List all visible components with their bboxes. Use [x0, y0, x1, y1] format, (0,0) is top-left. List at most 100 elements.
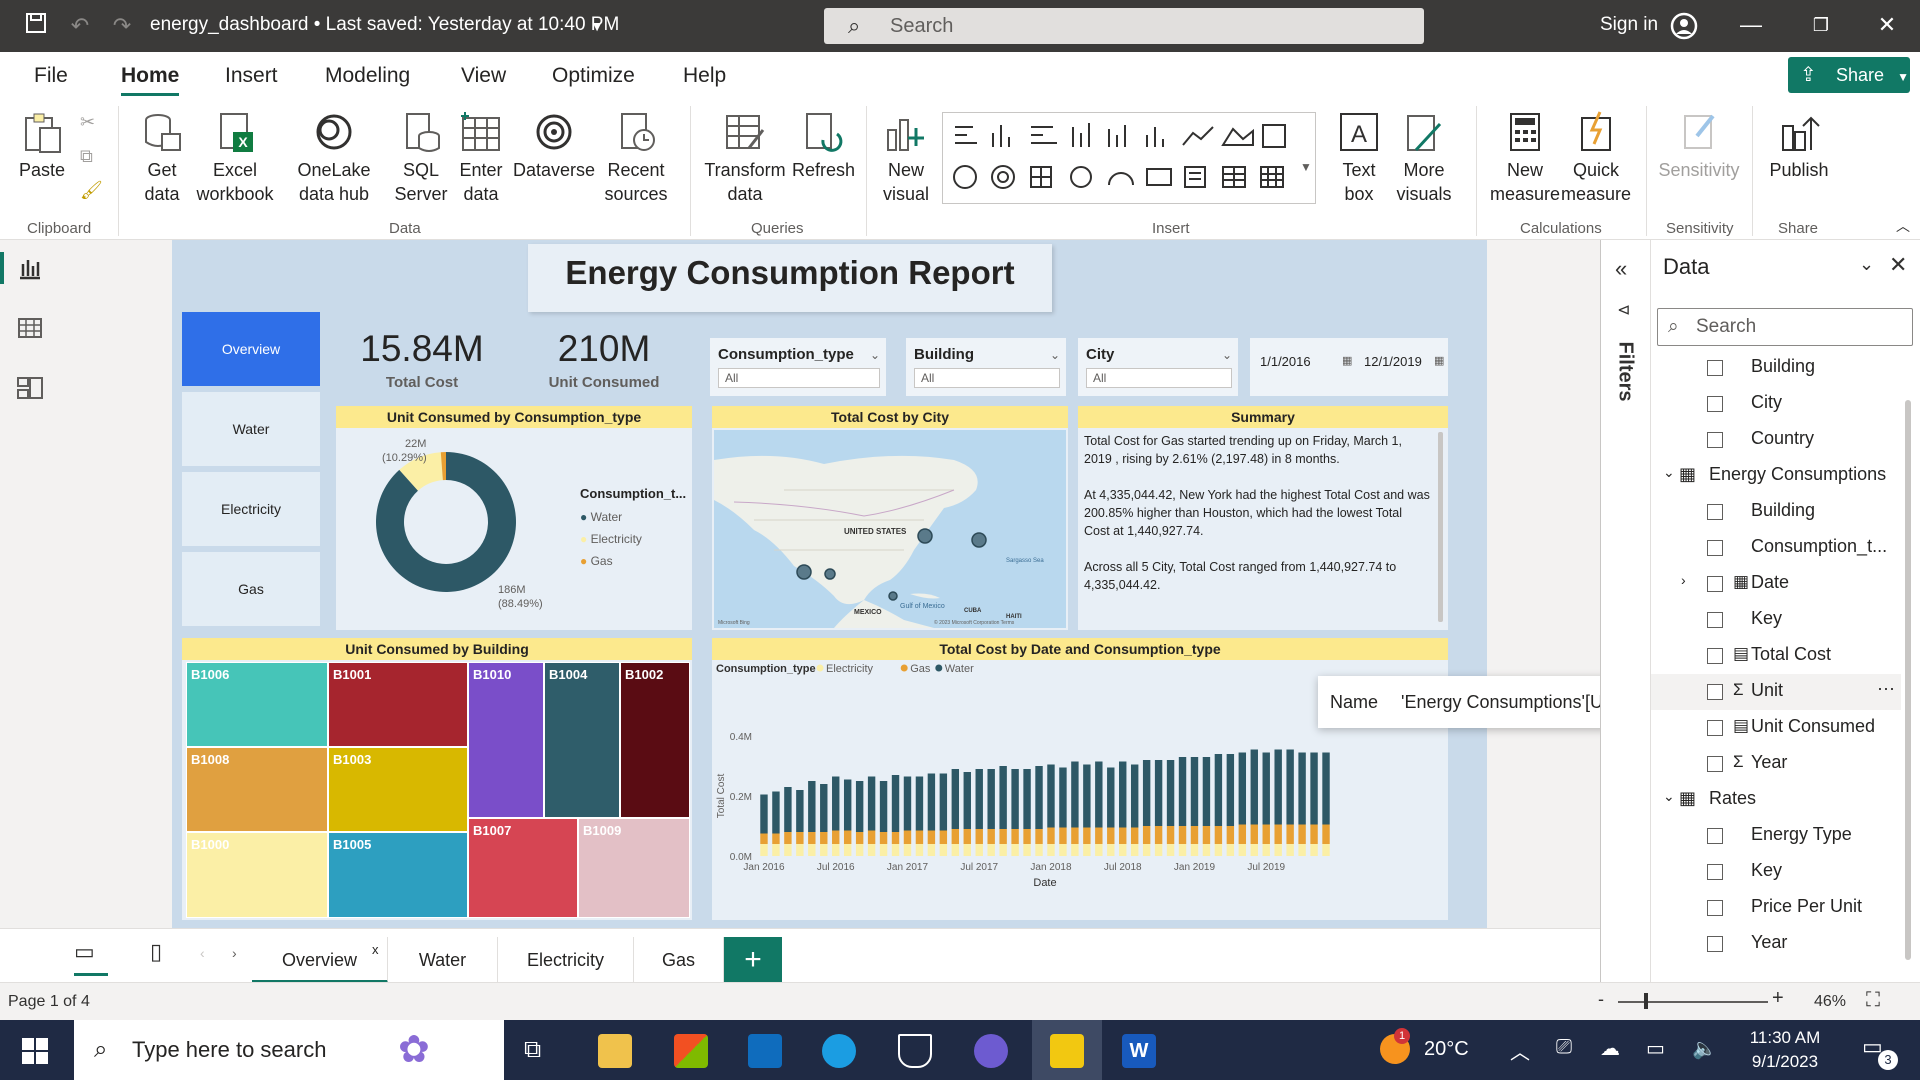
bar-segment-gas[interactable]: [784, 832, 792, 844]
paste-button[interactable]: Paste: [14, 110, 70, 182]
nav-gas-button[interactable]: Gas: [182, 552, 320, 626]
field-checkbox[interactable]: [1707, 540, 1723, 556]
bar-segment-water[interactable]: [891, 775, 900, 832]
bar-segment-water[interactable]: [999, 766, 1007, 829]
field-list-item[interactable]: Price Per Unit: [1651, 890, 1901, 926]
bar-segment-water[interactable]: [1166, 760, 1175, 826]
bar-segment-electricity[interactable]: [1322, 844, 1330, 856]
document-title[interactable]: energy_dashboard • Last saved: Yesterday…: [150, 14, 620, 35]
slicer-building[interactable]: Building ⌄ All: [906, 338, 1066, 396]
slicer-dropdown[interactable]: All: [1086, 368, 1232, 388]
clock-time[interactable]: 11:30 AM: [1749, 1028, 1821, 1047]
bar-segment-water[interactable]: [879, 781, 888, 832]
chevron-up-icon[interactable]: ︿: [1510, 1042, 1530, 1064]
bar-segment-gas[interactable]: [1286, 824, 1294, 845]
bar-segment-gas[interactable]: [1310, 824, 1318, 845]
bar-segment-water[interactable]: [1107, 767, 1115, 828]
bar-segment-gas[interactable]: [1059, 827, 1067, 845]
word-icon[interactable]: W: [1122, 1034, 1156, 1068]
zoom-slider-thumb[interactable]: [1644, 993, 1648, 1009]
bar-segment-electricity[interactable]: [1250, 844, 1258, 856]
field-list-item[interactable]: Year: [1651, 926, 1901, 962]
donut-slice-gas[interactable]: [440, 452, 446, 481]
minimize-button[interactable]: —: [1740, 12, 1762, 37]
bar-segment-water[interactable]: [1142, 760, 1151, 826]
close-button[interactable]: ✕: [1877, 12, 1897, 37]
bar-segment-electricity[interactable]: [999, 844, 1007, 856]
temperature[interactable]: 20°C: [1424, 1038, 1469, 1060]
field-checkbox[interactable]: [1707, 720, 1723, 736]
bar-segment-water[interactable]: [1119, 761, 1127, 828]
bar-segment-electricity[interactable]: [1107, 844, 1115, 856]
bar-segment-gas[interactable]: [1095, 827, 1103, 845]
bar-segment-electricity[interactable]: [1190, 844, 1199, 856]
bar-segment-water[interactable]: [903, 776, 912, 831]
bar-segment-electricity[interactable]: [1238, 844, 1247, 856]
bar-segment-gas[interactable]: [1250, 824, 1258, 845]
legend-item[interactable]: ● Gas: [580, 550, 642, 572]
bar-segment-water[interactable]: [832, 776, 840, 831]
field-checkbox[interactable]: [1707, 756, 1723, 772]
collapse-ribbon-icon[interactable]: ︿: [1896, 218, 1910, 234]
bar-segment-gas[interactable]: [1178, 826, 1187, 844]
bar-segment-gas[interactable]: [1202, 826, 1211, 844]
bar-segment-gas[interactable]: [1047, 827, 1055, 845]
enter-data-button[interactable]: Enter data: [452, 110, 510, 206]
field-list-item[interactable]: Σ Unit ···: [1651, 674, 1901, 710]
field-checkbox[interactable]: [1707, 396, 1723, 412]
nav-electricity-button[interactable]: Electricity: [182, 472, 320, 546]
bar-segment-electricity[interactable]: [915, 844, 924, 856]
treemap-cell[interactable]: B1004: [544, 662, 620, 818]
menu-file[interactable]: File: [34, 64, 68, 87]
bar-segment-electricity[interactable]: [927, 844, 936, 856]
field-list-table[interactable]: ⌄ ▦ Energy Consumptions: [1651, 458, 1901, 494]
bar-segment-water[interactable]: [855, 781, 864, 832]
bar-segment-water[interactable]: [1178, 757, 1187, 826]
legend-item[interactable]: ● Electricity: [580, 528, 642, 550]
treemap-cell[interactable]: B1000: [186, 832, 328, 918]
field-checkbox[interactable]: [1707, 432, 1723, 448]
treemap-cell[interactable]: B1008: [186, 747, 328, 832]
bar-segment-gas[interactable]: [1190, 826, 1199, 844]
field-checkbox[interactable]: [1707, 360, 1723, 376]
bar-segment-water[interactable]: [1023, 769, 1031, 829]
bar-segment-electricity[interactable]: [1262, 844, 1270, 856]
bar-segment-electricity[interactable]: [1059, 844, 1067, 856]
report-view-icon[interactable]: [16, 254, 44, 282]
bar-segment-water[interactable]: [975, 769, 983, 829]
bar-segment-electricity[interactable]: [867, 844, 876, 856]
bar-segment-electricity[interactable]: [1298, 844, 1306, 856]
add-page-button[interactable]: +: [724, 937, 782, 983]
chevron-right-icon[interactable]: ›: [1681, 572, 1686, 588]
bar-segment-water[interactable]: [1011, 769, 1019, 829]
bar-segment-electricity[interactable]: [975, 844, 983, 856]
bar-segment-gas[interactable]: [1214, 826, 1223, 844]
bar-segment-electricity[interactable]: [987, 844, 995, 856]
sign-in-link[interactable]: Sign in: [1600, 14, 1659, 35]
bar-segment-water[interactable]: [1071, 761, 1079, 828]
bar-segment-electricity[interactable]: [772, 844, 780, 856]
bar-segment-electricity[interactable]: [832, 844, 840, 856]
filters-pane[interactable]: « ⊲ Filters: [1600, 240, 1650, 982]
bar-segment-water[interactable]: [843, 779, 852, 831]
bar-segment-gas[interactable]: [808, 832, 816, 844]
bar-segment-electricity[interactable]: [1154, 844, 1163, 856]
field-list-item[interactable]: ▤ Unit Consumed: [1651, 710, 1901, 746]
field-list-item[interactable]: Energy Type: [1651, 818, 1901, 854]
copy-icon[interactable]: ⧉: [80, 146, 93, 166]
sql-server-button[interactable]: SQL Server: [394, 110, 448, 206]
field-list-item[interactable]: Key: [1651, 854, 1901, 890]
bar-segment-gas[interactable]: [999, 829, 1007, 844]
bar-segment-gas[interactable]: [903, 830, 912, 845]
field-list-item[interactable]: Building: [1651, 494, 1901, 530]
bar-segment-water[interactable]: [808, 781, 816, 832]
field-list-table[interactable]: ⌄ ▦ Rates: [1651, 782, 1901, 818]
get-data-button[interactable]: Get data: [134, 110, 190, 206]
clock-date[interactable]: 9/1/2023: [1751, 1052, 1819, 1071]
bar-segment-water[interactable]: [1250, 749, 1258, 825]
next-page-icon[interactable]: ›: [232, 945, 237, 961]
bar-segment-water[interactable]: [1047, 764, 1055, 828]
close-tab-icon[interactable]: x: [372, 942, 379, 957]
treemap-visual[interactable]: Unit Consumed by Building B1006 B1001 B1…: [182, 638, 692, 920]
summary-scrollbar[interactable]: [1438, 432, 1443, 622]
